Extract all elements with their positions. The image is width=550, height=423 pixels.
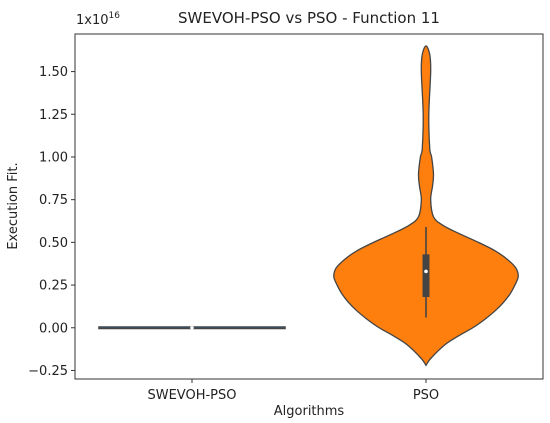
y-tick-label: −0.25 <box>28 364 68 379</box>
y-tick-label: 0.75 <box>39 193 68 208</box>
x-axis-ticks: SWEVOH-PSO PSO <box>147 379 439 403</box>
violin-median-marker <box>424 269 428 274</box>
y-tick-label: 0.25 <box>39 279 68 294</box>
y-multiplier-label: 1x1016 <box>76 11 120 28</box>
violin-median-marker <box>190 325 194 330</box>
inner-boxplots <box>190 226 430 330</box>
chart-title: SWEVOH-PSO vs PSO - Function 11 <box>178 9 440 27</box>
y-axis-ticks: −0.25 0.00 0.25 0.50 0.75 1.00 1.25 1.50 <box>28 65 75 379</box>
x-tick-label: PSO <box>413 388 439 403</box>
y-tick-label: 1.50 <box>39 65 68 80</box>
violin-pso <box>333 45 519 367</box>
y-tick-label: 0.50 <box>39 236 68 251</box>
y-tick-label: 1.25 <box>39 108 68 123</box>
y-multiplier-base: 1x10 <box>76 13 109 28</box>
violin-iqr-box <box>422 254 430 298</box>
x-tick-label: SWEVOH-PSO <box>147 388 236 403</box>
y-axis-label: Execution Fit. <box>6 162 21 249</box>
x-axis-label: Algorithms <box>274 404 345 419</box>
violins <box>98 45 519 367</box>
y-multiplier-exponent: 16 <box>109 11 121 21</box>
plot-area-frame <box>74 33 544 380</box>
y-tick-label: 0.00 <box>39 321 68 336</box>
y-tick-label: 1.00 <box>39 150 68 165</box>
